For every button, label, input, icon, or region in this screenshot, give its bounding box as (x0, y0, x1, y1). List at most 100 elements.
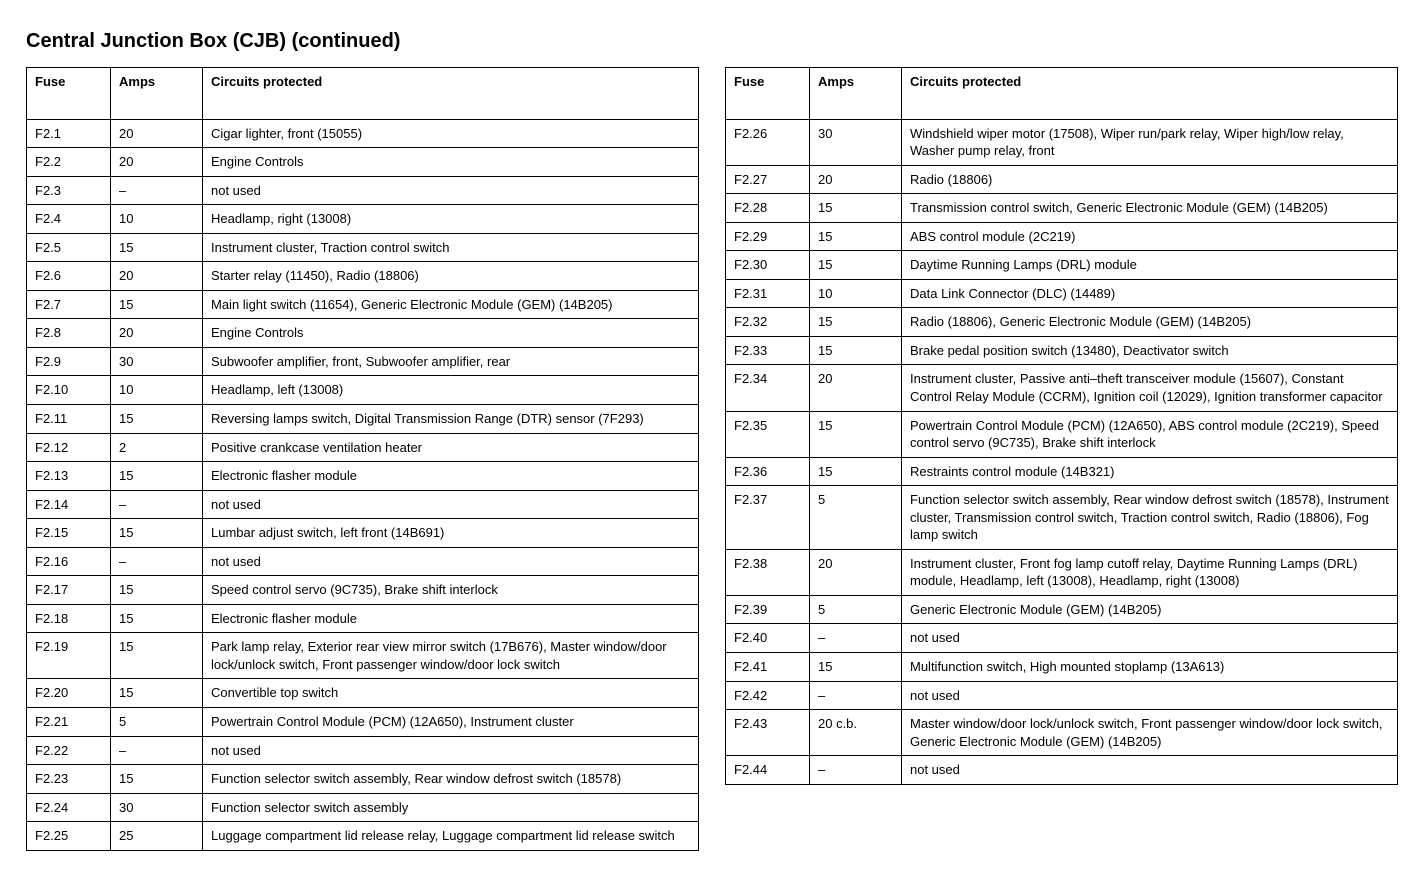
header-amps: Amps (810, 68, 902, 120)
cell-circuits: ABS control module (2C219) (902, 222, 1398, 251)
table-row: F2.1715Speed control servo (9C735), Brak… (27, 576, 699, 605)
cell-circuits: Subwoofer amplifier, front, Subwoofer am… (203, 347, 699, 376)
table-row: F2.3110Data Link Connector (DLC) (14489) (726, 279, 1398, 308)
cell-circuits: Windshield wiper motor (17508), Wiper ru… (902, 119, 1398, 165)
cell-fuse: F2.29 (726, 222, 810, 251)
fuse-table-left: Fuse Amps Circuits protected F2.120Cigar… (26, 67, 699, 851)
cell-amps: – (810, 681, 902, 710)
table-row: F2.1315Electronic flasher module (27, 462, 699, 491)
cell-fuse: F2.8 (27, 319, 111, 348)
cell-circuits: Function selector switch assembly, Rear … (203, 765, 699, 794)
cell-amps: 15 (810, 457, 902, 486)
cell-fuse: F2.30 (726, 251, 810, 280)
cell-fuse: F2.40 (726, 624, 810, 653)
cell-fuse: F2.19 (27, 633, 111, 679)
cell-fuse: F2.37 (726, 486, 810, 550)
cell-circuits: Instrument cluster, Traction control swi… (203, 233, 699, 262)
cell-circuits: Multifunction switch, High mounted stopl… (902, 653, 1398, 682)
cell-amps: 15 (810, 336, 902, 365)
cell-amps: 15 (111, 679, 203, 708)
cell-fuse: F2.24 (27, 793, 111, 822)
cell-circuits: Radio (18806) (902, 165, 1398, 194)
table-row: F2.1115Reversing lamps switch, Digital T… (27, 405, 699, 434)
table-row: F2.215Powertrain Control Module (PCM) (1… (27, 708, 699, 737)
cell-circuits: not used (203, 490, 699, 519)
cell-amps: 15 (111, 405, 203, 434)
cell-circuits: Engine Controls (203, 148, 699, 177)
header-circuits: Circuits protected (203, 68, 699, 120)
table-row: F2.1915Park lamp relay, Exterior rear vi… (27, 633, 699, 679)
cell-circuits: Instrument cluster, Passive anti–theft t… (902, 365, 1398, 411)
cell-fuse: F2.21 (27, 708, 111, 737)
cell-fuse: F2.26 (726, 119, 810, 165)
cell-amps: 15 (111, 290, 203, 319)
cell-fuse: F2.33 (726, 336, 810, 365)
cell-fuse: F2.22 (27, 736, 111, 765)
cell-amps: 15 (111, 233, 203, 262)
cell-circuits: Lumbar adjust switch, left front (14B691… (203, 519, 699, 548)
table-row: F2.2915ABS control module (2C219) (726, 222, 1398, 251)
cell-amps: – (810, 756, 902, 785)
table-row: F2.40–not used (726, 624, 1398, 653)
header-circuits: Circuits protected (902, 68, 1398, 120)
table-row: F2.44–not used (726, 756, 1398, 785)
table-row: F2.3315Brake pedal position switch (1348… (726, 336, 1398, 365)
cell-fuse: F2.34 (726, 365, 810, 411)
table-row: F2.395Generic Electronic Module (GEM) (1… (726, 595, 1398, 624)
cell-circuits: Headlamp, right (13008) (203, 205, 699, 234)
cell-fuse: F2.25 (27, 822, 111, 851)
table-row: F2.930Subwoofer amplifier, front, Subwoo… (27, 347, 699, 376)
cell-circuits: Function selector switch assembly (203, 793, 699, 822)
cell-amps: 15 (810, 308, 902, 337)
table-row: F2.3–not used (27, 176, 699, 205)
cell-fuse: F2.31 (726, 279, 810, 308)
table-row: F2.2015Convertible top switch (27, 679, 699, 708)
table-row: F2.820Engine Controls (27, 319, 699, 348)
table-row: F2.1815Electronic flasher module (27, 604, 699, 633)
table-row: F2.220Engine Controls (27, 148, 699, 177)
cell-circuits: Starter relay (11450), Radio (18806) (203, 262, 699, 291)
cell-circuits: Main light switch (11654), Generic Elect… (203, 290, 699, 319)
cell-circuits: Radio (18806), Generic Electronic Module… (902, 308, 1398, 337)
cell-circuits: Positive crankcase ventilation heater (203, 433, 699, 462)
table-row: F2.14–not used (27, 490, 699, 519)
table-row: F2.2630Windshield wiper motor (17508), W… (726, 119, 1398, 165)
cell-circuits: not used (902, 681, 1398, 710)
cell-circuits: Restraints control module (14B321) (902, 457, 1398, 486)
table-row: F2.2430Function selector switch assembly (27, 793, 699, 822)
table-row: F2.2720Radio (18806) (726, 165, 1398, 194)
cell-fuse: F2.2 (27, 148, 111, 177)
table-row: F2.2315Function selector switch assembly… (27, 765, 699, 794)
cell-amps: 20 (111, 148, 203, 177)
table-row: F2.16–not used (27, 547, 699, 576)
cell-amps: 5 (810, 486, 902, 550)
cell-fuse: F2.17 (27, 576, 111, 605)
cell-fuse: F2.15 (27, 519, 111, 548)
cell-amps: 20 (810, 165, 902, 194)
cell-fuse: F2.7 (27, 290, 111, 319)
table-row: F2.620Starter relay (11450), Radio (1880… (27, 262, 699, 291)
table-row: F2.4320 c.b.Master window/door lock/unlo… (726, 710, 1398, 756)
cell-amps: – (111, 490, 203, 519)
cell-amps: 30 (810, 119, 902, 165)
cell-amps: 10 (810, 279, 902, 308)
cell-circuits: Park lamp relay, Exterior rear view mirr… (203, 633, 699, 679)
cell-fuse: F2.36 (726, 457, 810, 486)
cell-fuse: F2.10 (27, 376, 111, 405)
cell-fuse: F2.3 (27, 176, 111, 205)
cell-amps: 20 c.b. (810, 710, 902, 756)
cell-amps: 15 (111, 633, 203, 679)
cell-amps: 15 (111, 604, 203, 633)
cell-fuse: F2.20 (27, 679, 111, 708)
cell-amps: 15 (111, 462, 203, 491)
table-row: F2.22–not used (27, 736, 699, 765)
cell-amps: 20 (111, 119, 203, 148)
cell-amps: 20 (810, 365, 902, 411)
cell-circuits: not used (203, 547, 699, 576)
table-row: F2.42–not used (726, 681, 1398, 710)
cell-circuits: Powertrain Control Module (PCM) (12A650)… (203, 708, 699, 737)
cell-fuse: F2.38 (726, 549, 810, 595)
cell-fuse: F2.14 (27, 490, 111, 519)
cell-circuits: not used (902, 756, 1398, 785)
cell-amps: 5 (111, 708, 203, 737)
